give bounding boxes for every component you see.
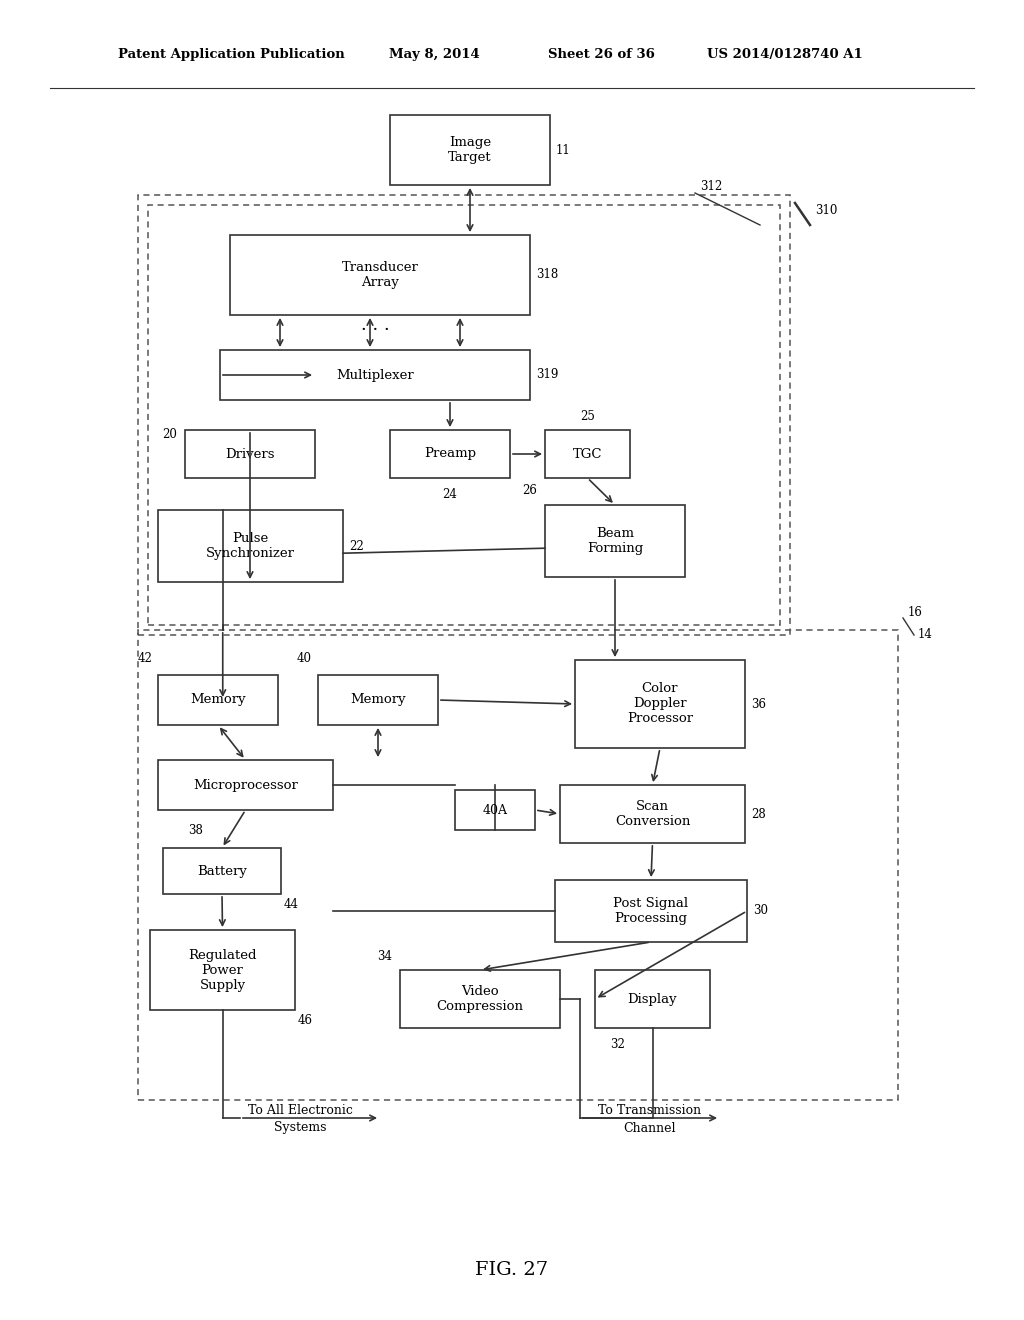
Text: US 2014/0128740 A1: US 2014/0128740 A1	[707, 48, 862, 61]
Text: To Transmission: To Transmission	[598, 1104, 701, 1117]
FancyBboxPatch shape	[220, 350, 530, 400]
Text: Channel: Channel	[624, 1122, 676, 1134]
FancyBboxPatch shape	[230, 235, 530, 315]
Text: 30: 30	[753, 904, 768, 917]
FancyBboxPatch shape	[390, 430, 510, 478]
FancyBboxPatch shape	[455, 789, 535, 830]
Text: 36: 36	[751, 697, 766, 710]
Text: To All Electronic: To All Electronic	[248, 1104, 352, 1117]
Text: Scan
Conversion: Scan Conversion	[614, 800, 690, 828]
Text: 25: 25	[580, 409, 595, 422]
Text: Regulated
Power
Supply: Regulated Power Supply	[188, 949, 257, 991]
Text: Drivers: Drivers	[225, 447, 274, 461]
Text: Multiplexer: Multiplexer	[336, 368, 414, 381]
Text: May 8, 2014: May 8, 2014	[389, 48, 480, 61]
Text: 32: 32	[610, 1038, 625, 1051]
FancyBboxPatch shape	[158, 760, 333, 810]
Text: Systems: Systems	[273, 1122, 327, 1134]
Text: 34: 34	[377, 949, 392, 962]
Text: Video
Compression: Video Compression	[436, 985, 523, 1012]
FancyBboxPatch shape	[163, 847, 281, 894]
FancyBboxPatch shape	[158, 510, 343, 582]
Text: Microprocessor: Microprocessor	[194, 779, 298, 792]
Text: 11: 11	[556, 144, 570, 157]
FancyBboxPatch shape	[150, 931, 295, 1010]
FancyBboxPatch shape	[158, 675, 278, 725]
Text: Memory: Memory	[190, 693, 246, 706]
Text: 40: 40	[297, 652, 312, 665]
Text: 26: 26	[522, 484, 537, 498]
Text: 38: 38	[188, 824, 203, 837]
Text: Pulse
Synchronizer: Pulse Synchronizer	[206, 532, 295, 560]
Text: 14: 14	[918, 628, 933, 642]
Text: 22: 22	[349, 540, 364, 553]
Text: Transducer
Array: Transducer Array	[342, 261, 419, 289]
FancyBboxPatch shape	[555, 880, 746, 942]
Text: Image
Target: Image Target	[449, 136, 492, 164]
Text: 24: 24	[442, 487, 458, 500]
FancyBboxPatch shape	[185, 430, 315, 478]
Text: 20: 20	[162, 429, 177, 441]
FancyBboxPatch shape	[318, 675, 438, 725]
Text: Patent Application Publication: Patent Application Publication	[118, 48, 344, 61]
Text: 40A: 40A	[482, 804, 508, 817]
Text: · · ·: · · ·	[360, 321, 389, 339]
FancyBboxPatch shape	[575, 660, 745, 748]
Text: 319: 319	[536, 368, 558, 381]
Text: 44: 44	[284, 898, 299, 911]
Text: FIG. 27: FIG. 27	[475, 1261, 549, 1279]
Text: 312: 312	[700, 181, 722, 194]
Text: 42: 42	[137, 652, 152, 665]
Text: 46: 46	[298, 1014, 313, 1027]
Text: Preamp: Preamp	[424, 447, 476, 461]
Text: 318: 318	[536, 268, 558, 281]
Text: Battery: Battery	[197, 865, 247, 878]
FancyBboxPatch shape	[595, 970, 710, 1028]
FancyBboxPatch shape	[545, 430, 630, 478]
Text: 16: 16	[908, 606, 923, 619]
FancyBboxPatch shape	[545, 506, 685, 577]
FancyBboxPatch shape	[560, 785, 745, 843]
Text: 310: 310	[815, 203, 838, 216]
FancyBboxPatch shape	[390, 115, 550, 185]
Text: Display: Display	[628, 993, 677, 1006]
Text: Memory: Memory	[350, 693, 406, 706]
Text: Post Signal
Processing: Post Signal Processing	[613, 898, 688, 925]
Text: TGC: TGC	[572, 447, 602, 461]
Text: Sheet 26 of 36: Sheet 26 of 36	[548, 48, 654, 61]
Text: Color
Doppler
Processor: Color Doppler Processor	[627, 682, 693, 726]
Text: 28: 28	[751, 808, 766, 821]
FancyBboxPatch shape	[400, 970, 560, 1028]
Text: Beam
Forming: Beam Forming	[587, 527, 643, 554]
